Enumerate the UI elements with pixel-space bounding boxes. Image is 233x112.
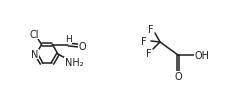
Text: NH₂: NH₂ bbox=[65, 57, 83, 67]
Text: F: F bbox=[148, 25, 154, 35]
Text: N: N bbox=[31, 50, 39, 59]
Text: Cl: Cl bbox=[30, 29, 39, 39]
Text: O: O bbox=[174, 71, 182, 81]
Text: F: F bbox=[141, 37, 147, 47]
Text: F: F bbox=[146, 49, 152, 58]
Text: OH: OH bbox=[195, 51, 209, 60]
Text: O: O bbox=[79, 41, 86, 51]
Text: H: H bbox=[65, 35, 72, 44]
